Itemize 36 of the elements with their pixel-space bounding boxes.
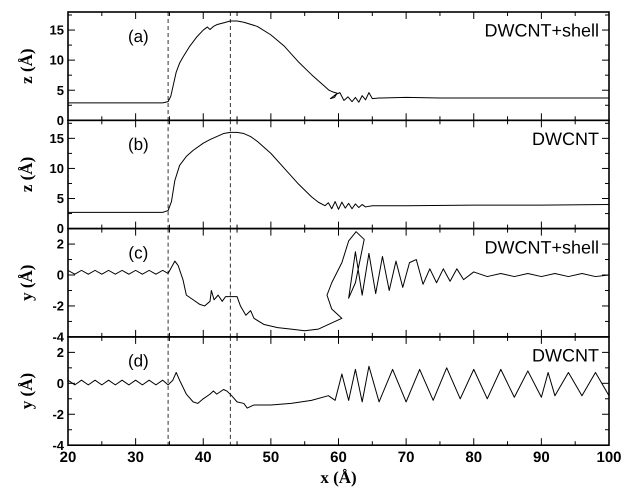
y-tick-label: 0 [56,221,64,236]
annotation: (b) [128,135,149,154]
y-tick-label: 0 [56,112,64,128]
y-tick-label: 2 [56,236,64,252]
annotation: DWCNT+shell [484,20,599,41]
y-tick-label: 2 [56,344,64,360]
y-axis-title: z (Å) [17,48,36,84]
y-tick-label: 10 [50,52,64,68]
annotation: (a) [128,26,149,46]
y-tick-label: 10 [50,160,64,176]
x-tick-label: 80 [465,449,482,466]
y-tick-label: -2 [52,298,64,314]
y-axis-title: y (Å) [17,264,36,301]
annotation: DWCNT+shell [484,237,599,258]
y-axis-title: y (Å) [17,372,36,410]
x-tick-label: 30 [127,449,144,466]
x-axis-title: x (Å) [320,468,357,488]
y-tick-label: 5 [56,82,64,98]
annotation: (c) [128,243,148,262]
y-tick-label: 0 [56,376,64,391]
x-tick-label: 40 [194,449,212,466]
x-tick-label: 90 [533,449,550,466]
y-tick-label: -2 [52,406,64,422]
y-axis-title: z (Å) [17,156,36,192]
y-tick-label: 15 [50,22,64,38]
x-tick-label: 50 [262,449,280,466]
x-tick-label: 70 [398,449,414,466]
annotation: DWCNT [532,129,599,150]
y-tick-label: 5 [56,191,64,206]
y-tick-label: -4 [52,329,65,344]
x-tick-label: 100 [596,449,621,466]
y-tick-label: 0 [56,268,64,283]
annotation: (d) [128,352,149,371]
y-tick-label: 15 [50,130,64,146]
annotation: DWCNT [532,346,599,366]
x-tick-label: 60 [330,449,347,466]
